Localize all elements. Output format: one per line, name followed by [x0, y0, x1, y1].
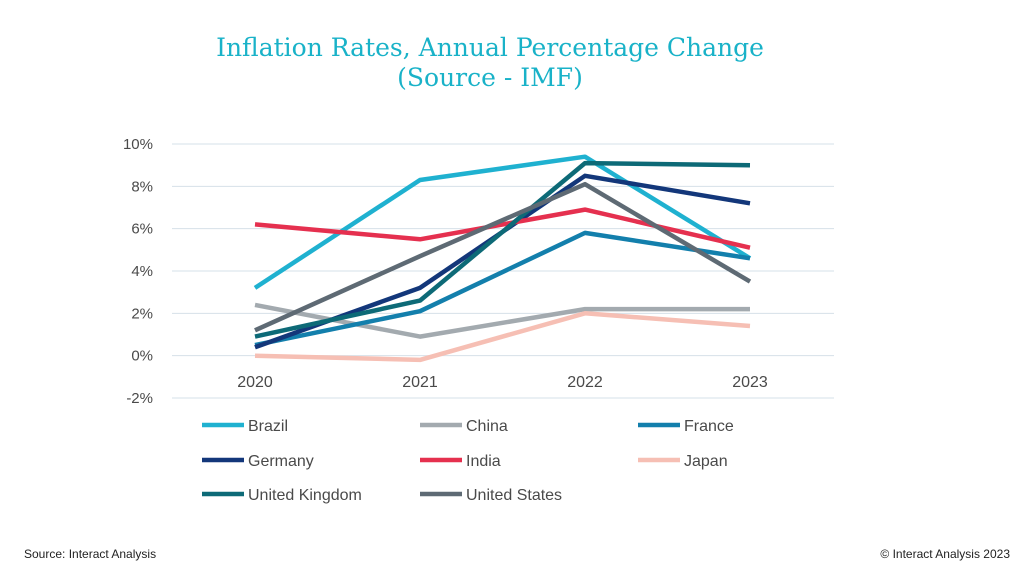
legend-label-united-kingdom: United Kingdom [248, 487, 362, 504]
y-tick-label: 2% [131, 305, 153, 322]
chart-title: Inflation Rates, Annual Percentage Chang… [216, 33, 764, 62]
legend-label-japan: Japan [684, 453, 728, 470]
series-line-united-kingdom [254, 160, 751, 339]
x-tick-label: 2023 [732, 374, 768, 391]
legend-label-france: France [684, 418, 734, 435]
y-tick-label: -2% [126, 390, 153, 407]
copyright-note: © Interact Analysis 2023 [880, 547, 1010, 561]
y-tick-label: 4% [131, 263, 153, 280]
legend-label-india: India [466, 453, 501, 470]
legend-label-china: China [466, 418, 508, 435]
legend-label-united-states: United States [466, 487, 562, 504]
legend: Brazil China France Germany India Japan United… [202, 418, 734, 504]
y-tick-label: 8% [131, 178, 153, 195]
series-line-united-states [254, 181, 752, 333]
source-note: Source: Interact Analysis [24, 547, 157, 561]
y-axis-ticks: 10% 8% 6% 4% 2% 0% -2% [123, 136, 153, 407]
y-tick-label: 0% [131, 348, 153, 365]
x-tick-label: 2021 [402, 374, 438, 391]
x-tick-label: 2020 [237, 374, 273, 391]
x-tick-label: 2022 [567, 374, 603, 391]
y-tick-label: 10% [123, 136, 153, 153]
series-line-india [254, 207, 751, 250]
series-line-france [254, 230, 751, 348]
y-tick-label: 6% [131, 221, 153, 238]
series-line-japan [254, 311, 751, 363]
x-axis-ticks: 2020 2021 2022 2023 [237, 374, 768, 391]
chart-subtitle: (Source - IMF) [397, 63, 583, 92]
series-lines [253, 154, 752, 363]
legend-label-germany: Germany [248, 453, 314, 470]
legend-label-brazil: Brazil [248, 418, 288, 435]
